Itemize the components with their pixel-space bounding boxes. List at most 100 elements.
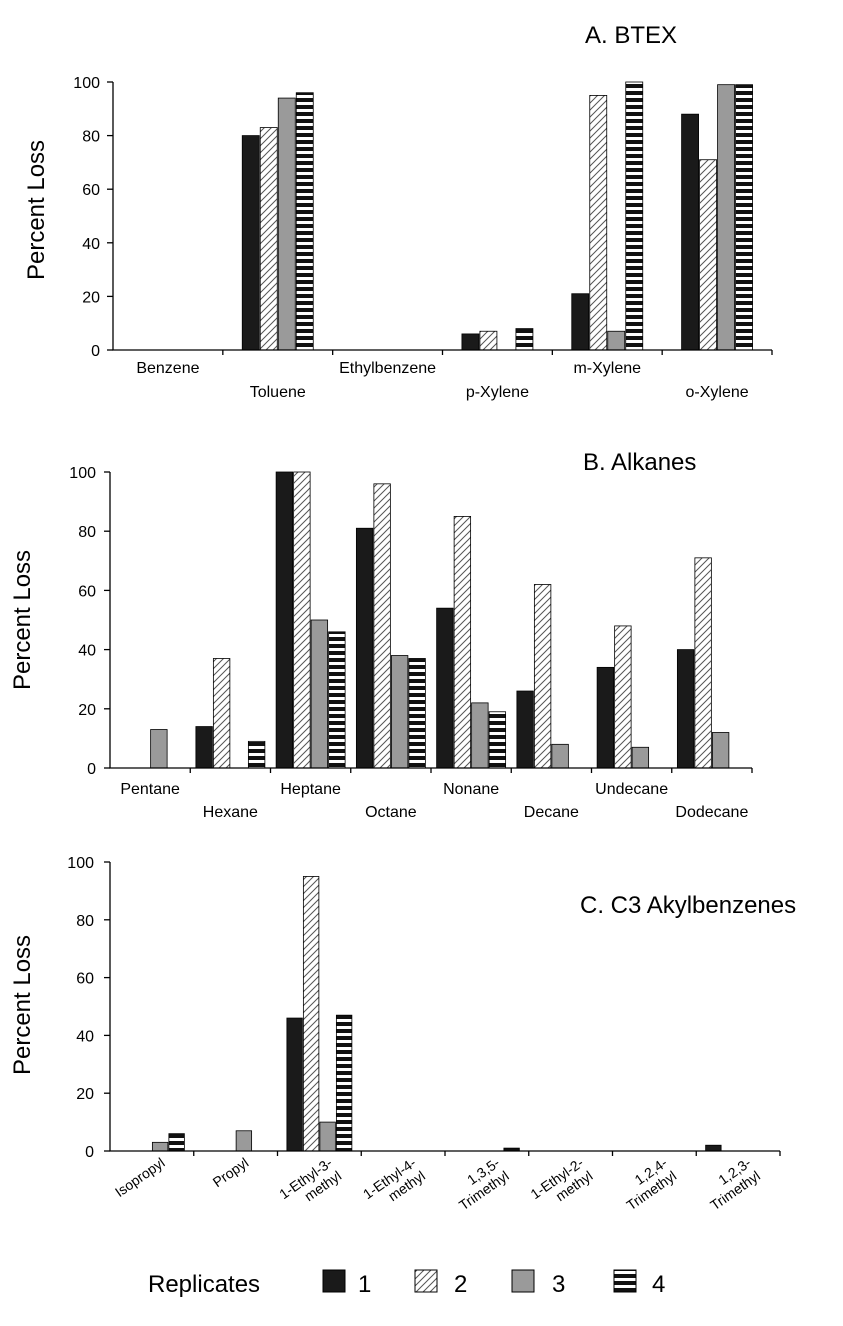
- panel-b-y-ticks: 0 20 40 60 80 100: [69, 465, 110, 778]
- bar-series-3: [277, 97, 296, 351]
- legend-swatch-4: [613, 1269, 637, 1293]
- category-label: Nonane: [443, 781, 499, 798]
- bar-series-1: [195, 726, 213, 769]
- panel-b-bars: [150, 471, 730, 769]
- legend-swatch-3: [511, 1269, 535, 1293]
- bar-series-1: [286, 1017, 303, 1152]
- y-tick-label: 100: [73, 75, 100, 92]
- bar-series-3: [711, 732, 730, 769]
- category-label: o-Xylene: [686, 384, 749, 401]
- bar-series-1: [705, 1144, 722, 1152]
- panel-c-categories: Isopropyl Propyl 1-Ethyl-3-methyl 1-Ethyl-4…: [112, 1151, 781, 1215]
- bar-series-2: [589, 95, 608, 351]
- y-tick-label: 40: [82, 236, 100, 253]
- bar-series-2: [373, 483, 391, 769]
- y-tick-label: 100: [69, 465, 96, 482]
- panel-a-axes: [112, 82, 772, 351]
- bar-series-3: [471, 702, 489, 769]
- y-tick-label: 20: [76, 1086, 94, 1103]
- category-label-line: Propyl: [210, 1154, 252, 1190]
- panel-b-ylabel: Percent Loss: [9, 550, 36, 690]
- bar-series-3: [319, 1121, 336, 1152]
- panel-a-title: A. BTEX: [585, 22, 677, 49]
- bar-series-1: [571, 293, 590, 351]
- bar-series-1: [355, 527, 374, 769]
- y-tick-label: 80: [78, 524, 96, 541]
- y-tick-label: 0: [91, 343, 100, 360]
- bar-series-1: [436, 607, 454, 769]
- bar-series-2: [302, 876, 320, 1152]
- bar-series-3: [151, 1141, 169, 1152]
- bar-series-4: [515, 328, 534, 351]
- bar-series-3: [235, 1130, 253, 1152]
- bar-series-1: [241, 135, 260, 351]
- category-label-line: Isopropyl: [112, 1154, 168, 1200]
- y-tick-label: 40: [76, 1028, 94, 1045]
- panel-a: A. BTEX Percent Loss 0 20 40 60 80 100 Benzen…: [23, 22, 773, 401]
- y-tick-label: 60: [76, 971, 94, 988]
- panel-a-bars: [241, 81, 753, 351]
- bar-series-3: [310, 619, 329, 769]
- panel-c-y-ticks: 0 20 40 60 80 100: [67, 855, 110, 1161]
- bar-series-4: [247, 740, 266, 769]
- panel-c: C. C3 Akylbenzenes Percent Loss 0 20 40 60 8…: [9, 855, 796, 1215]
- bar-series-4: [625, 81, 644, 351]
- category-label: m-Xylene: [573, 360, 641, 377]
- legend-swatch-1: [322, 1269, 346, 1293]
- bar-series-1: [596, 666, 615, 769]
- category-label: Ethylbenzene: [339, 360, 436, 377]
- panel-b-title: B. Alkanes: [583, 449, 696, 476]
- bar-series-2: [212, 658, 231, 769]
- category-label: Heptane: [280, 781, 341, 798]
- y-tick-label: 60: [82, 182, 100, 199]
- y-tick-label: 40: [78, 643, 96, 660]
- bar-series-1: [461, 333, 480, 351]
- panel-a-ylabel: Percent Loss: [23, 140, 50, 280]
- panel-a-categories: Benzene Toluene Ethylbenzene p-Xylene m-Xyle…: [136, 350, 773, 401]
- bar-series-2: [699, 159, 717, 351]
- panel-b: B. Alkanes Percent Loss 0 20 40 60 80 100 Pen…: [9, 449, 753, 821]
- bar-series-3: [150, 729, 168, 769]
- category-label: Benzene: [136, 360, 199, 377]
- bar-series-2: [259, 127, 278, 351]
- bar-series-4: [335, 1014, 353, 1152]
- category-label: 1,2,3-Trimethyl: [698, 1154, 763, 1213]
- legend: Replicates 1 2 3 4: [148, 1269, 665, 1298]
- legend-label-1: 1: [358, 1271, 371, 1298]
- legend-swatch-2: [414, 1269, 438, 1293]
- category-label: Toluene: [250, 384, 306, 401]
- panel-b-axes: [109, 472, 752, 769]
- bar-series-1: [516, 690, 534, 769]
- bar-series-4: [488, 711, 507, 769]
- legend-title: Replicates: [148, 1271, 260, 1298]
- category-label: Decane: [524, 804, 579, 821]
- bar-series-2: [614, 625, 632, 769]
- bar-series-1: [676, 649, 695, 769]
- category-label: 1-Ethyl-3-methyl: [276, 1154, 344, 1215]
- category-label: Octane: [365, 804, 417, 821]
- bar-series-3: [607, 330, 626, 351]
- bar-series-3: [390, 655, 409, 769]
- category-label: Pentane: [120, 781, 180, 798]
- bar-series-1: [681, 113, 699, 351]
- y-tick-label: 60: [78, 583, 96, 600]
- legend-label-4: 4: [652, 1271, 665, 1298]
- bar-series-2: [479, 330, 498, 351]
- bar-series-2: [533, 584, 552, 769]
- category-label: Isopropyl: [112, 1154, 168, 1200]
- category-label: p-Xylene: [466, 384, 529, 401]
- bar-series-3: [551, 743, 569, 769]
- bar-series-4: [735, 84, 753, 351]
- bar-series-4: [295, 92, 314, 351]
- bar-series-4: [328, 631, 346, 769]
- category-label: Hexane: [203, 804, 258, 821]
- panel-c-title: C. C3 Akylbenzenes: [580, 892, 796, 919]
- y-tick-label: 0: [87, 761, 96, 778]
- category-label: 1,2,4-Trimethyl: [614, 1154, 679, 1213]
- bar-series-2: [453, 516, 472, 769]
- bar-series-2: [694, 557, 712, 769]
- panel-c-ylabel: Percent Loss: [9, 935, 36, 1075]
- category-label: Dodecane: [675, 804, 748, 821]
- legend-label-2: 2: [454, 1271, 467, 1298]
